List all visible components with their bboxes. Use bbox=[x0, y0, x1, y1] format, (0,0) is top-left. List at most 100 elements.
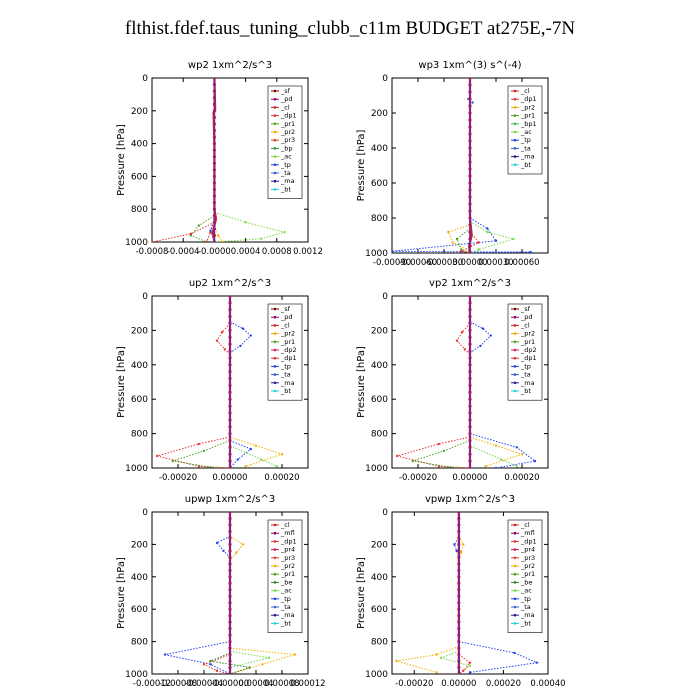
legend-marker bbox=[273, 581, 277, 584]
x-tick-label: 0.00008 bbox=[264, 679, 299, 689]
legend-marker bbox=[273, 138, 277, 142]
legend-marker bbox=[513, 564, 517, 568]
plot-frame bbox=[151, 77, 309, 243]
series-line bbox=[395, 436, 471, 468]
legend-label: _mfl bbox=[520, 529, 535, 537]
plot-area bbox=[152, 78, 287, 242]
x-tick-label: 0.00020 bbox=[504, 473, 539, 483]
y-tick-label: 600 bbox=[371, 179, 388, 189]
series-point bbox=[215, 339, 219, 342]
legend-marker bbox=[273, 613, 277, 617]
plot-frame bbox=[391, 511, 549, 675]
legend-label: _sf bbox=[520, 305, 531, 313]
legend-marker bbox=[273, 381, 277, 385]
series-point bbox=[453, 543, 456, 546]
series-point bbox=[260, 237, 263, 240]
y-tick-label: 800 bbox=[131, 430, 148, 440]
legend-marker bbox=[513, 324, 517, 327]
legend-marker bbox=[273, 179, 277, 183]
y-axis-label: Pressure [hPa] bbox=[356, 130, 367, 202]
series-point bbox=[489, 334, 492, 337]
plot-area bbox=[392, 78, 532, 253]
x-tick-label: -0.0000 bbox=[198, 247, 231, 257]
x-tick-label: -0.00000 bbox=[211, 679, 249, 689]
x-tick-label: -0.00004 bbox=[185, 679, 223, 689]
legend-label: _pr4 bbox=[520, 546, 535, 554]
y-tick-label: 200 bbox=[131, 540, 148, 550]
y-tick-label: 0 bbox=[142, 292, 148, 302]
series-line bbox=[229, 535, 244, 561]
y-tick-label: 200 bbox=[371, 109, 388, 119]
legend-label: _pd bbox=[520, 313, 533, 321]
series-point bbox=[209, 663, 212, 666]
series-point bbox=[460, 248, 463, 251]
legend-label: _ta bbox=[520, 144, 531, 152]
legend-marker bbox=[273, 531, 277, 535]
legend-label: _pr3 bbox=[520, 554, 535, 562]
plot-area bbox=[155, 296, 284, 468]
series-point bbox=[152, 240, 154, 242]
series-point bbox=[486, 227, 489, 230]
series-point bbox=[535, 661, 539, 664]
series-line bbox=[229, 436, 284, 467]
y-axis-label: Pressure [hPa] bbox=[116, 346, 127, 418]
series-point bbox=[244, 221, 247, 224]
series-point bbox=[275, 465, 278, 468]
x-tick-label: 0.00000 bbox=[212, 473, 247, 483]
x-tick-label: -0.00020 bbox=[395, 679, 433, 689]
y-tick-label: 600 bbox=[371, 395, 388, 405]
legend-marker bbox=[513, 365, 517, 368]
legend-marker bbox=[273, 163, 277, 167]
series-point bbox=[468, 671, 472, 674]
legend-label: _ma bbox=[520, 611, 535, 619]
legend-label: _mfl bbox=[280, 529, 295, 537]
legend-label: _sf bbox=[280, 305, 291, 313]
x-tick-label: 0.00060 bbox=[504, 258, 539, 268]
legend-label: _cl bbox=[280, 321, 290, 329]
y-tick-label: 400 bbox=[371, 573, 388, 583]
figure-title: flthist.fdef.taus_tuning_clubb_c11m BUDG… bbox=[124, 18, 576, 39]
legend-label: _ac bbox=[520, 128, 532, 136]
legend-marker bbox=[513, 130, 517, 134]
x-tick-label: 0.0004 bbox=[231, 247, 261, 257]
legend-marker bbox=[513, 597, 517, 601]
legend-marker bbox=[513, 381, 517, 385]
x-tick-label: 0.00040 bbox=[530, 679, 565, 689]
legend-label: _ma bbox=[280, 177, 295, 185]
y-axis-label: Pressure [hPa] bbox=[116, 557, 127, 629]
legend-marker bbox=[273, 622, 277, 625]
legend-marker bbox=[513, 356, 517, 360]
y-tick-label: 600 bbox=[131, 172, 148, 182]
series-line bbox=[190, 215, 215, 242]
legend-marker bbox=[513, 315, 517, 319]
legend-marker bbox=[513, 106, 517, 109]
plot-area bbox=[163, 512, 297, 674]
legend-box bbox=[267, 303, 303, 401]
legend-label: _dp1 bbox=[280, 354, 297, 362]
y-tick-label: 600 bbox=[131, 395, 148, 405]
series-line bbox=[469, 321, 492, 354]
chart-title: up2 1xm^2/s^3 bbox=[189, 278, 271, 289]
legend-label: _ac bbox=[280, 153, 292, 161]
series-line bbox=[229, 647, 296, 674]
series-line bbox=[469, 433, 537, 468]
series-point bbox=[235, 551, 238, 554]
series-point bbox=[494, 444, 498, 447]
y-tick-label: 200 bbox=[371, 540, 388, 550]
chart-title: wp2 1xm^2/s^3 bbox=[188, 60, 272, 71]
legend-label: _tp bbox=[280, 362, 291, 370]
legend-label: _ta bbox=[280, 371, 291, 379]
legend-label: _ta bbox=[280, 169, 291, 177]
legend-label: _be bbox=[280, 578, 292, 586]
legend-label: _pr1 bbox=[280, 570, 295, 578]
legend-label: _dp1 bbox=[280, 112, 297, 120]
series-point bbox=[244, 465, 247, 468]
legend-label: _cl bbox=[520, 321, 530, 329]
series-point bbox=[215, 541, 219, 544]
series-point bbox=[221, 240, 224, 242]
legend-label: _pd bbox=[280, 95, 293, 103]
x-tick-label: -0.00060 bbox=[399, 258, 437, 268]
legend-marker bbox=[513, 163, 517, 167]
y-tick-label: 1000 bbox=[365, 464, 388, 474]
y-tick-label: 0 bbox=[142, 74, 148, 84]
